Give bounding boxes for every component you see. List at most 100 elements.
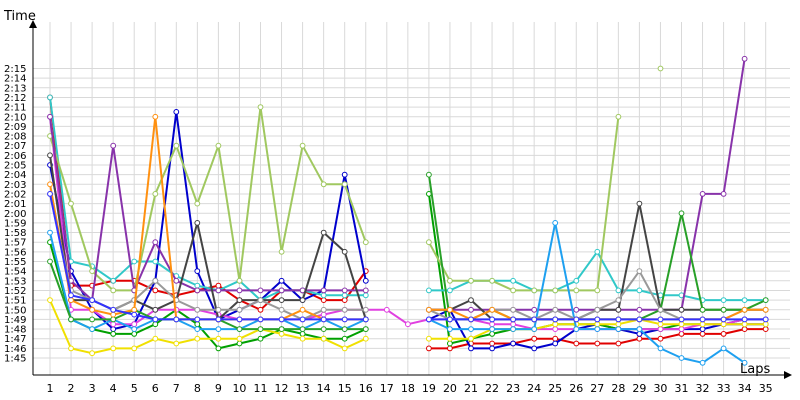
data-point xyxy=(47,113,53,120)
x-tick-label: 16 xyxy=(359,382,373,395)
data-point xyxy=(173,316,180,323)
data-point xyxy=(47,258,53,265)
data-point xyxy=(699,191,706,197)
x-tick-labels: 1 2 3 4 5 6 7 8 9 10 11 12 13 14 15 16 17 18 19 20 21 22 23 24 2… xyxy=(47,382,773,395)
series-line xyxy=(49,193,366,321)
data-point xyxy=(741,306,748,313)
data-point xyxy=(636,200,643,207)
data-point xyxy=(110,306,117,313)
data-point xyxy=(320,229,327,236)
y-tick-label: 1:47 xyxy=(4,334,26,345)
data-point xyxy=(468,277,474,284)
data-point xyxy=(594,248,601,255)
data-point xyxy=(68,316,74,323)
data-point xyxy=(341,181,348,188)
y-tick-label: 2:08 xyxy=(4,132,26,143)
data-point xyxy=(426,345,432,352)
data-point xyxy=(131,345,138,352)
data-point xyxy=(299,331,306,337)
data-point xyxy=(489,321,496,328)
data-point xyxy=(573,287,580,294)
x-axis-arrow xyxy=(784,371,792,379)
x-tick-label: 12 xyxy=(275,382,289,395)
data-point xyxy=(447,277,453,284)
data-point xyxy=(699,359,706,366)
data-point xyxy=(573,326,580,333)
data-point xyxy=(362,326,369,333)
data-point xyxy=(341,171,348,178)
data-point xyxy=(236,306,243,313)
y-tick-label: 1:56 xyxy=(4,247,26,258)
data-point xyxy=(215,326,222,333)
x-tick-label: 7 xyxy=(173,382,180,395)
y-tick-label: 1:55 xyxy=(4,257,26,268)
data-point xyxy=(510,306,516,313)
data-point xyxy=(468,316,474,323)
data-point xyxy=(573,277,580,284)
series-line xyxy=(428,116,620,292)
data-point xyxy=(657,321,664,328)
data-point xyxy=(110,277,117,284)
data-point xyxy=(741,359,748,366)
series-line xyxy=(49,97,366,302)
data-point xyxy=(215,345,222,352)
data-point xyxy=(762,321,769,328)
data-point xyxy=(320,297,327,304)
data-point xyxy=(720,306,727,313)
data-point xyxy=(720,316,727,323)
data-point xyxy=(194,200,201,207)
data-point xyxy=(489,306,496,313)
data-point xyxy=(447,306,453,313)
data-point xyxy=(194,306,201,313)
y-tick-labels: 1:451:461:471:481:491:501:511:521:531:54… xyxy=(4,64,26,365)
data-point xyxy=(341,287,348,294)
data-point xyxy=(131,258,138,265)
x-axis-title: Laps xyxy=(740,362,770,377)
y-tick-label: 1:49 xyxy=(4,315,26,326)
data-point xyxy=(194,326,201,333)
data-point xyxy=(320,335,327,342)
x-tick-label: 31 xyxy=(675,382,689,395)
y-tick-label: 1:54 xyxy=(4,267,26,278)
data-point xyxy=(720,297,727,304)
data-point xyxy=(573,306,580,313)
y-tick-label: 1:48 xyxy=(4,325,26,336)
data-point xyxy=(657,326,664,333)
data-point xyxy=(341,316,348,323)
data-point xyxy=(657,335,664,342)
data-point xyxy=(299,306,306,313)
x-tick-label: 9 xyxy=(215,382,222,395)
data-point xyxy=(447,345,453,352)
data-point xyxy=(741,321,748,328)
data-point xyxy=(278,297,285,304)
data-point xyxy=(299,316,306,323)
data-point xyxy=(362,287,369,294)
data-point xyxy=(89,297,95,304)
y-tick-label: 1:52 xyxy=(4,286,26,297)
data-point xyxy=(699,316,706,323)
y-tick-label: 2:06 xyxy=(4,151,26,162)
x-tick-label: 14 xyxy=(317,382,331,395)
data-point xyxy=(152,191,159,197)
data-point xyxy=(320,287,327,294)
data-point xyxy=(257,316,264,323)
data-point xyxy=(678,355,685,361)
data-point xyxy=(110,142,117,149)
data-point xyxy=(236,297,243,304)
data-point xyxy=(320,316,327,323)
data-point xyxy=(299,297,306,304)
data-point xyxy=(636,287,643,294)
data-point xyxy=(615,340,622,347)
data-point xyxy=(68,292,74,299)
data-point xyxy=(215,287,222,294)
y-tick-label: 1:45 xyxy=(4,354,26,365)
data-point xyxy=(152,258,159,265)
x-tick-label: 33 xyxy=(717,382,731,395)
x-tick-label: 11 xyxy=(254,382,268,395)
data-point xyxy=(636,306,643,313)
data-point xyxy=(194,321,201,328)
data-point xyxy=(510,326,516,333)
data-point xyxy=(257,326,264,333)
x-tick-label: 15 xyxy=(338,382,352,395)
data-point xyxy=(299,326,306,333)
